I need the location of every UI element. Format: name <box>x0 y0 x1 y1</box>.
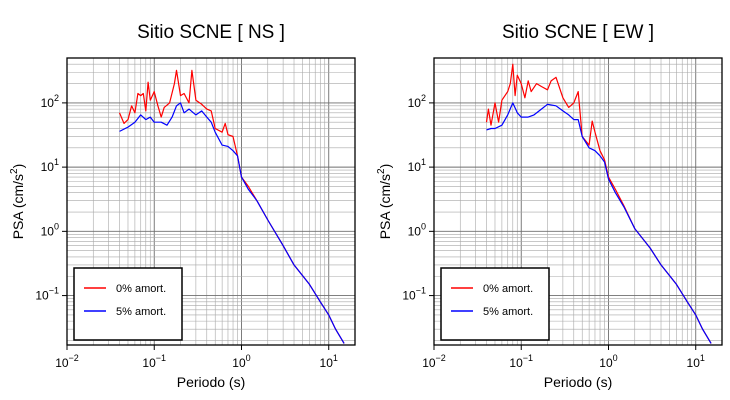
x-tick-exp: 1 <box>700 353 705 363</box>
x-tick-label: 10−1 <box>142 353 166 370</box>
y-tick-label: 10−1 <box>35 286 59 303</box>
y-axis-label: PSA (cm/s2) <box>9 164 26 240</box>
x-tick-base: 10 <box>55 356 69 370</box>
y-tick-exp: 2 <box>54 93 59 103</box>
x-tick-exp: −2 <box>69 353 79 363</box>
x-tick-exp: −1 <box>523 353 533 363</box>
legend: 0% amort. 5% amort. <box>73 267 183 341</box>
x-tick-exp: 0 <box>613 353 618 363</box>
x-tick-exp: −2 <box>436 353 446 363</box>
x-tick-label: 10−2 <box>422 353 446 370</box>
x-axis-label: Periodo (s) <box>544 374 612 390</box>
y-tick-base: 10 <box>402 289 416 303</box>
y-tick-label: 101 <box>408 157 426 174</box>
y-tick-exp: 0 <box>421 221 426 231</box>
y-axis-label-sup: 2 <box>376 168 387 174</box>
y-tick-base: 10 <box>408 224 422 238</box>
x-tick-base: 10 <box>687 356 701 370</box>
y-axis-label-end: ) <box>377 164 393 169</box>
legend-box <box>73 267 183 341</box>
legend-box <box>440 267 550 341</box>
plot-frame <box>433 57 723 346</box>
y-axis-label-end: ) <box>10 164 26 169</box>
legend-label-0: 0% amort. <box>483 283 533 295</box>
chart-title: Sitio SCNE [ NS ] <box>137 22 285 43</box>
x-axis-label: Periodo (s) <box>177 374 245 390</box>
y-tick-base: 10 <box>41 224 55 238</box>
y-tick-base: 10 <box>41 96 55 110</box>
y-tick-base: 10 <box>41 160 55 174</box>
chart-title: Sitio SCNE [ EW ] <box>502 22 654 43</box>
series-line-1 <box>486 102 712 344</box>
y-tick-exp: 1 <box>54 157 59 167</box>
y-tick-exp: 2 <box>421 93 426 103</box>
x-tick-exp: 0 <box>246 353 251 363</box>
x-tick-base: 10 <box>599 356 613 370</box>
x-tick-base: 10 <box>142 356 156 370</box>
x-tick-label: 10−2 <box>55 353 79 370</box>
x-tick-label: 101 <box>320 353 338 370</box>
x-tick-base: 10 <box>422 356 436 370</box>
y-axis-label-sup: 2 <box>9 168 20 174</box>
plot-frame <box>66 57 356 346</box>
x-tick-exp: −1 <box>156 353 166 363</box>
y-tick-label: 102 <box>41 93 59 110</box>
y-tick-base: 10 <box>408 96 422 110</box>
x-tick-label: 10−1 <box>509 353 533 370</box>
x-tick-label: 100 <box>599 353 617 370</box>
x-tick-label: 101 <box>687 353 705 370</box>
y-tick-exp: 0 <box>54 221 59 231</box>
x-tick-base: 10 <box>509 356 523 370</box>
y-axis-label-main: PSA (cm/s <box>377 174 393 239</box>
y-tick-label: 100 <box>41 221 59 238</box>
x-tick-base: 10 <box>232 356 246 370</box>
legend-label-0: 0% amort. <box>116 283 166 295</box>
legend-label-1: 5% amort. <box>483 306 533 318</box>
legend: 0% amort. 5% amort. <box>440 267 550 341</box>
x-tick-base: 10 <box>320 356 334 370</box>
y-tick-label: 10−1 <box>402 286 426 303</box>
y-tick-exp: 1 <box>421 157 426 167</box>
x-tick-exp: 1 <box>333 353 338 363</box>
y-axis-label: PSA (cm/s2) <box>376 164 393 240</box>
series-line-1 <box>119 102 345 344</box>
y-tick-exp: −1 <box>416 286 426 296</box>
y-tick-exp: −1 <box>49 286 59 296</box>
y-tick-base: 10 <box>35 289 49 303</box>
y-tick-base: 10 <box>408 160 422 174</box>
y-tick-label: 100 <box>408 221 426 238</box>
x-tick-label: 100 <box>232 353 250 370</box>
y-axis-label-main: PSA (cm/s <box>10 174 26 239</box>
legend-label-1: 5% amort. <box>116 306 166 318</box>
y-tick-label: 101 <box>41 157 59 174</box>
y-tick-label: 102 <box>408 93 426 110</box>
